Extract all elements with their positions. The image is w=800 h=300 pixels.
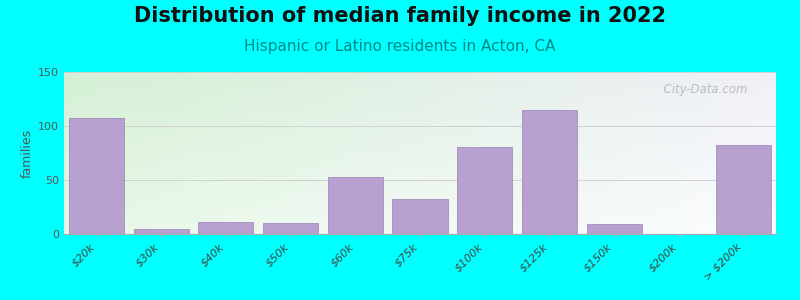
Bar [198, 222, 254, 234]
Bar [328, 177, 382, 234]
Bar [69, 118, 124, 234]
Bar [458, 146, 512, 234]
Bar [586, 224, 642, 234]
Bar [522, 110, 577, 234]
Bar [716, 146, 771, 234]
Bar [263, 223, 318, 234]
Bar [393, 200, 447, 234]
Text: Distribution of median family income in 2022: Distribution of median family income in … [134, 6, 666, 26]
Text: Hispanic or Latino residents in Acton, CA: Hispanic or Latino residents in Acton, C… [244, 39, 556, 54]
Bar [134, 229, 189, 234]
Y-axis label: families: families [21, 128, 34, 178]
Text: City-Data.com: City-Data.com [656, 83, 747, 96]
